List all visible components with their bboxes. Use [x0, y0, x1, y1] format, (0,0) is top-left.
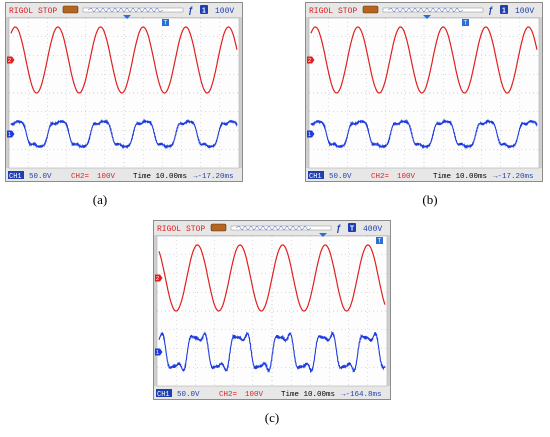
trigger-offset: →-17.20ms: [193, 173, 234, 181]
ch2-waveform: [158, 244, 386, 312]
ch1-scale: 50.0V: [29, 173, 52, 181]
brand-label: RIGOL: [9, 7, 33, 16]
scope-screen-b: 21 RIGOL STOP ƒ 1 100V T CH1 50.0V CH2= …: [305, 2, 543, 182]
ch1-marker-label: 1: [156, 350, 159, 356]
ch2-waveform: [10, 26, 238, 94]
trigger-level: 100V: [215, 7, 234, 16]
ch2-badge: CH2=: [371, 173, 390, 181]
svg-text:T: T: [378, 239, 382, 245]
buffer-strip: [382, 7, 484, 13]
ch1-waveform: [310, 118, 538, 150]
grid: [9, 18, 239, 168]
ch1-scale: 50.0V: [329, 173, 352, 181]
timebase: Time 10.00ms: [433, 173, 487, 181]
memory-icon: [62, 5, 79, 14]
ch2-badge: CH2=: [71, 173, 90, 181]
ch1-marker: [307, 130, 315, 138]
scope-screen-c: 21 RIGOL STOP ƒ T 400V T CH1 50.0V CH2= …: [153, 220, 391, 400]
memory-icon: [362, 5, 379, 14]
svg-text:1: 1: [202, 8, 206, 15]
trigger-position-icon: [123, 15, 131, 19]
ch1-waveform: [10, 118, 238, 150]
ch2-scale: 100V: [245, 391, 264, 399]
svg-text:CH1: CH1: [309, 173, 322, 181]
trigger-level: 400V: [363, 225, 382, 234]
ch2-marker-label: 2: [8, 58, 11, 64]
ch1-badge: [156, 389, 172, 397]
bottom-bar: [154, 386, 390, 399]
ch2-marker: [155, 274, 163, 282]
trigger-source-icon: [348, 223, 356, 232]
channel-markers: 21: [155, 274, 163, 356]
run-status: STOP: [186, 225, 205, 234]
channel-markers: 21: [307, 56, 315, 138]
trigger-marker-icon: [462, 19, 469, 26]
ch2-badge: CH2=: [219, 391, 238, 399]
trigger-offset: →-164.8ms: [341, 391, 382, 399]
ch1-marker: [155, 348, 163, 356]
ch1-marker: [7, 130, 15, 138]
ch2-marker-label: 2: [308, 58, 311, 64]
channel-markers: 21: [7, 56, 15, 138]
trigger-source-icon: [500, 5, 508, 14]
ch2-waveform: [310, 26, 538, 94]
trigger-level: 100V: [515, 7, 534, 16]
trigger-offset: →-17.20ms: [493, 173, 534, 181]
trigger-source-icon: [200, 5, 208, 14]
lightning-icon: ƒ: [188, 5, 193, 15]
ch1-badge: [8, 171, 24, 179]
ch1-marker-label: 1: [308, 132, 311, 138]
buffer-strip: [230, 225, 332, 231]
ch1-badge: [308, 171, 324, 179]
grid: [157, 236, 387, 386]
run-status: STOP: [38, 7, 57, 16]
panel-label-c: (c): [264, 410, 280, 425]
ch1-marker-label: 1: [8, 132, 11, 138]
ch2-marker-label: 2: [156, 276, 159, 282]
ch1-scale: 50.0V: [177, 391, 200, 399]
timebase: Time 10.00ms: [281, 391, 335, 399]
trigger-position-icon: [423, 15, 431, 19]
brand-label: RIGOL: [309, 7, 333, 16]
panel-label-b: (b): [422, 192, 438, 207]
grid: [309, 18, 539, 168]
trigger-marker-icon: [376, 237, 383, 244]
buffer-strip: [82, 7, 184, 13]
timebase: Time 10.00ms: [133, 173, 187, 181]
memory-icon: [210, 223, 227, 232]
lightning-icon: ƒ: [488, 5, 493, 15]
panel-label-a: (a): [92, 192, 108, 207]
svg-text:T: T: [164, 21, 168, 27]
lightning-icon: ƒ: [336, 223, 341, 233]
svg-text:T: T: [350, 226, 355, 233]
ch1-waveform: [158, 330, 386, 374]
bottom-bar: [6, 168, 242, 181]
ch2-scale: 100V: [97, 173, 116, 181]
trigger-marker-icon: [162, 19, 169, 26]
svg-text:T: T: [464, 21, 468, 27]
ch2-scale: 100V: [397, 173, 416, 181]
svg-text:CH1: CH1: [157, 391, 170, 399]
ch2-marker: [307, 56, 315, 64]
trigger-position-icon: [319, 233, 327, 237]
bottom-bar: [306, 168, 542, 181]
run-status: STOP: [338, 7, 357, 16]
svg-text:1: 1: [502, 8, 506, 15]
ch2-marker: [7, 56, 15, 64]
scope-screen-a: 21 RIGOL STOP ƒ 1 100V T CH1 50.0V CH2= …: [5, 2, 243, 182]
brand-label: RIGOL: [157, 225, 181, 234]
svg-text:CH1: CH1: [9, 173, 22, 181]
